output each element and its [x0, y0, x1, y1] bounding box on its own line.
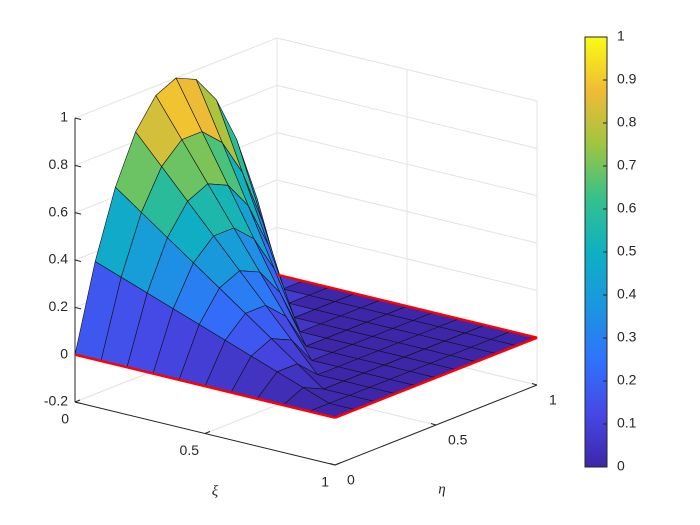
y-tick	[531, 383, 538, 386]
x-tick	[334, 462, 341, 466]
y-tick-label: 0	[347, 472, 355, 488]
x-axis-label: ξ	[212, 483, 219, 499]
colorbar-tick-label: 0	[617, 458, 625, 474]
colorbar-tick-label: 0.2	[617, 372, 637, 388]
colorbar-tick-label: 0.9	[617, 71, 637, 87]
z-tick-label: -0.2	[44, 393, 68, 409]
z-tick-label: 0.8	[49, 156, 69, 172]
boundary-line	[276, 273, 538, 339]
z-tick	[74, 164, 82, 168]
y-tick	[430, 423, 437, 426]
z-tick-label: 0.6	[49, 203, 69, 219]
colorbar-tick-label: 0.4	[617, 286, 637, 302]
y-tick-label: 0.5	[448, 432, 468, 448]
y-tick	[329, 463, 336, 466]
z-tick-label: 1	[60, 109, 68, 125]
colorbar-tick-label: 0.1	[617, 415, 637, 431]
y-axis-label: η	[438, 481, 445, 497]
y-tick-label: 1	[549, 392, 557, 408]
x-tick	[74, 399, 81, 403]
x-tick-label: 1	[321, 474, 329, 490]
colorbar-tick-label: 0.8	[617, 114, 637, 130]
z-tick	[74, 212, 82, 215]
x-tick-label: 0.5	[180, 442, 200, 458]
z-tick	[74, 117, 82, 120]
x-tick	[204, 431, 211, 434]
colorbar-tick-label: 0.7	[617, 157, 637, 173]
colorbar-tick-label: 1	[617, 28, 625, 44]
z-tick	[74, 401, 82, 404]
boundary-line	[334, 336, 538, 419]
z-tick-label: 0	[60, 345, 68, 361]
z-tick-label: 0.2	[49, 298, 69, 314]
z-tick	[74, 306, 82, 310]
boundary-line	[74, 353, 336, 419]
z-tick-label: 0.4	[49, 251, 69, 267]
colorbar-tick-label: 0.6	[617, 200, 637, 216]
colorbar-tick-label: 0.5	[617, 243, 637, 259]
x-tick-label: 0	[61, 411, 69, 427]
z-tick	[74, 259, 82, 262]
colorbar-tick-label: 0.3	[617, 329, 637, 345]
